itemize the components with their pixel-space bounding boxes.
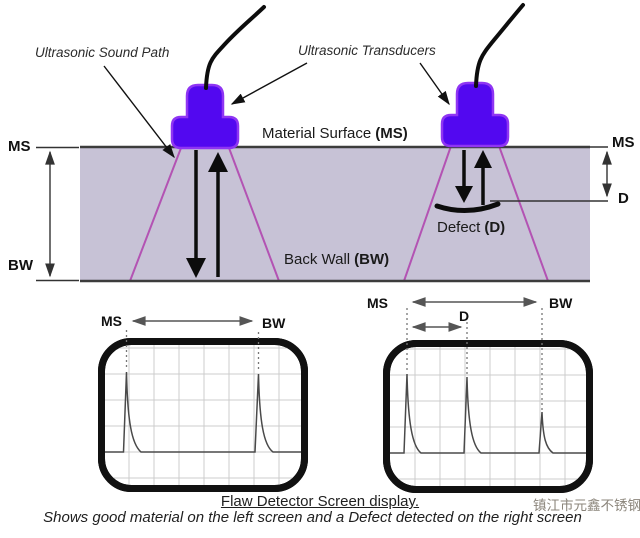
material-surface-abbr: (MS) [375, 125, 408, 142]
material-surface-label: Material Surface (MS) [262, 126, 408, 142]
right-transducer-cable [474, 3, 525, 88]
left-scale-ms-label: MS [8, 138, 31, 155]
caption-subtitle: Shows good material on the left screen a… [43, 509, 582, 526]
transducer-pointer-left [230, 62, 308, 105]
left-screen-trace [105, 371, 302, 453]
right-scale-d-label: D [618, 190, 629, 207]
back-wall-text: Back Wall [284, 251, 351, 268]
left-scale-bw-label: BW [8, 257, 33, 274]
defect-shape [434, 201, 501, 213]
right-screen-d-label: D [459, 308, 470, 324]
right-screen-trace [388, 373, 588, 454]
sound-path-arrows-left [186, 150, 228, 278]
left-transducer [170, 5, 266, 150]
right-screen-bw-label: BW [549, 295, 573, 311]
right-screen-cursors [406, 308, 543, 410]
ultrasound-beam-left [129, 147, 280, 282]
defect-label: Defect (D) [437, 220, 505, 236]
sound-path-pointer [103, 65, 175, 159]
left-screen-bw-label: BW [262, 315, 286, 331]
sound-path-label: Ultrasonic Sound Path [35, 45, 170, 60]
left-thickness-measure [36, 146, 79, 282]
left-transducer-cable [204, 5, 266, 90]
annotation-arrows [103, 62, 450, 159]
right-transducer [440, 3, 525, 148]
back-wall-abbr: (BW) [354, 251, 390, 268]
watermark-text: 镇江市元鑫不锈钢 [533, 498, 640, 513]
defect-abbr: (D) [484, 219, 506, 236]
material-block [80, 147, 590, 281]
back-wall-label: Back Wall (BW) [284, 252, 389, 268]
material-surface-text: Material Surface [262, 125, 372, 142]
left-screen [98, 316, 308, 492]
ultrasound-beam-right [403, 145, 549, 282]
transducer-pointer-right [419, 62, 450, 106]
defect-text: Defect [437, 219, 481, 236]
caption-title: Flaw Detector Screen display. [220, 493, 420, 510]
right-screen [383, 297, 593, 493]
right-scale-ms-label: MS [612, 134, 635, 151]
sound-path-arrows-right [455, 150, 492, 205]
right-depth-measure [490, 146, 612, 202]
left-screen-ms-label: MS [101, 313, 122, 329]
transducers-label: Ultrasonic Transducers [298, 43, 436, 58]
right-screen-ms-label: MS [367, 295, 388, 311]
left-screen-cursors [125, 330, 260, 372]
